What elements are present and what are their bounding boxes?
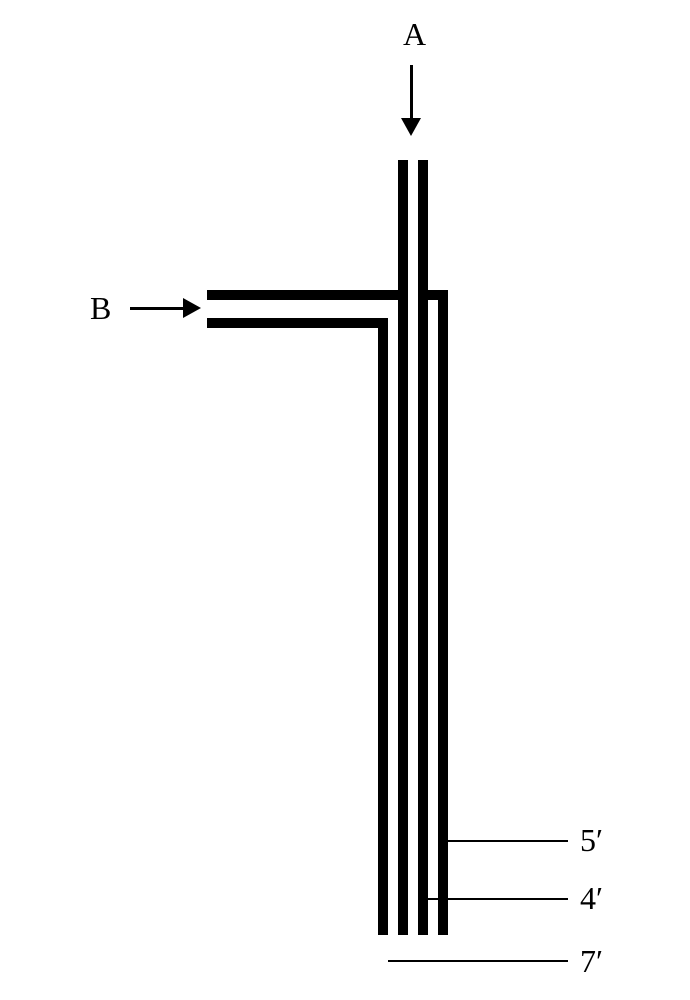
leader-7 [388,960,568,962]
leader-5 [443,840,568,842]
inner-tube-right-wall [418,160,428,935]
label-ref4: 4′ [580,880,603,917]
outer-tube-right-wall [438,290,448,935]
b-inlet-top-wall [207,290,398,300]
label-ref7: 7′ [580,943,603,980]
inner-tube-left-wall [398,160,408,935]
outer-right-cap [428,290,448,300]
b-inlet-bottom-wall [207,318,388,328]
outer-tube-left-wall [378,318,388,935]
leader-4 [418,898,568,900]
label-ref5: 5′ [580,822,603,859]
